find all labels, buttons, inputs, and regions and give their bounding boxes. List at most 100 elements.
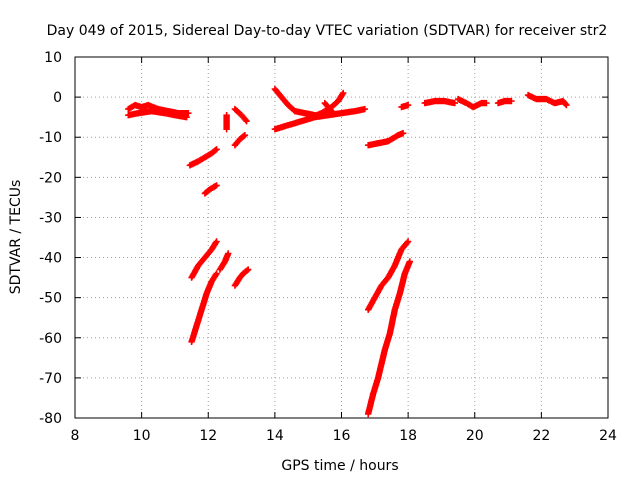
series-sat-k: [231, 266, 252, 289]
series-sat-t: [421, 97, 458, 107]
data-point: [433, 100, 436, 102]
data-point: [443, 100, 446, 102]
data-point: [453, 102, 456, 104]
y-tick-label: -20: [39, 170, 62, 186]
data-point: [187, 112, 190, 114]
data-point: [397, 134, 399, 137]
data-series: [125, 85, 570, 418]
series-sat-r: [365, 238, 412, 313]
data-point: [553, 102, 556, 104]
x-tick-label: 18: [399, 428, 417, 444]
data-point: [150, 110, 153, 112]
data-point: [245, 120, 248, 122]
series-sat-d: [201, 182, 220, 197]
x-tick-label: 22: [532, 428, 550, 444]
data-point: [274, 128, 276, 130]
data-point: [387, 140, 389, 143]
data-point: [287, 124, 290, 126]
series-sat-j: [231, 105, 250, 125]
series-sat-q: [398, 101, 412, 111]
data-point: [408, 260, 411, 263]
data-point: [190, 276, 193, 279]
x-tick-labels: 8 10 12 14 16 18 20 22 24: [71, 428, 617, 444]
data-point: [374, 296, 376, 299]
data-point: [239, 276, 241, 279]
data-point: [372, 393, 374, 395]
y-tick-label: -10: [39, 130, 62, 146]
series-sat-g: [216, 250, 232, 273]
data-point: [204, 156, 206, 159]
data-point: [407, 240, 409, 243]
data-point: [387, 276, 389, 279]
data-point: [329, 108, 331, 110]
data-point: [300, 120, 303, 122]
data-point: [200, 308, 203, 311]
data-point: [364, 108, 366, 110]
data-point: [510, 100, 513, 102]
data-point: [147, 104, 150, 106]
series-sat-m: [271, 85, 318, 119]
data-point: [332, 112, 334, 114]
data-point: [294, 110, 296, 112]
series-sat-b: [125, 108, 190, 121]
data-point: [565, 104, 568, 106]
data-point: [465, 102, 468, 104]
y-tick-label: 0: [53, 90, 62, 106]
data-point: [127, 114, 130, 116]
data-point: [205, 292, 208, 295]
data-point: [367, 144, 369, 147]
series-sat-e: [188, 238, 220, 281]
data-point: [472, 106, 474, 108]
x-tick-label: 12: [199, 428, 217, 444]
data-point: [215, 240, 218, 243]
axis-ticks: [74, 56, 609, 419]
series-sat-u: [454, 95, 490, 111]
data-point: [280, 96, 283, 98]
y-tick-label: -40: [39, 251, 62, 267]
data-point: [407, 104, 409, 106]
data-point: [190, 340, 193, 343]
x-tick-label: 14: [266, 428, 284, 444]
data-point: [497, 102, 499, 104]
data-point: [310, 116, 313, 118]
data-point: [215, 148, 218, 151]
series-sat-w: [524, 91, 570, 109]
data-point: [164, 112, 166, 114]
data-point: [197, 264, 200, 267]
data-point: [127, 108, 130, 110]
y-tick-label: -70: [39, 371, 62, 387]
data-point: [234, 284, 236, 287]
data-point: [403, 272, 406, 275]
data-point: [527, 94, 529, 96]
data-point: [340, 112, 343, 114]
data-point: [240, 114, 243, 116]
data-point: [304, 112, 306, 114]
data-point: [137, 112, 140, 114]
y-tick-label: -30: [39, 210, 62, 226]
data-point: [225, 128, 228, 130]
data-point: [209, 188, 211, 191]
data-point: [389, 332, 391, 335]
data-point: [342, 92, 344, 94]
data-point: [134, 104, 136, 106]
data-point: [215, 184, 218, 187]
data-point: [224, 260, 226, 263]
data-point: [274, 88, 276, 90]
data-point: [189, 164, 191, 167]
gridlines: [75, 57, 608, 418]
y-tick-label: -80: [39, 411, 62, 427]
series-sat-s: [365, 258, 413, 418]
data-point: [320, 112, 323, 114]
data-point: [210, 280, 213, 283]
data-point: [485, 102, 488, 104]
data-point: [174, 114, 176, 116]
data-point: [400, 106, 403, 108]
series-sat-v: [494, 97, 515, 107]
data-point: [234, 144, 236, 147]
y-axis-title: SDTVAR / TECUs: [8, 180, 24, 295]
data-point: [197, 160, 200, 163]
data-point: [219, 268, 221, 271]
data-point: [210, 248, 213, 251]
data-point: [185, 116, 188, 118]
